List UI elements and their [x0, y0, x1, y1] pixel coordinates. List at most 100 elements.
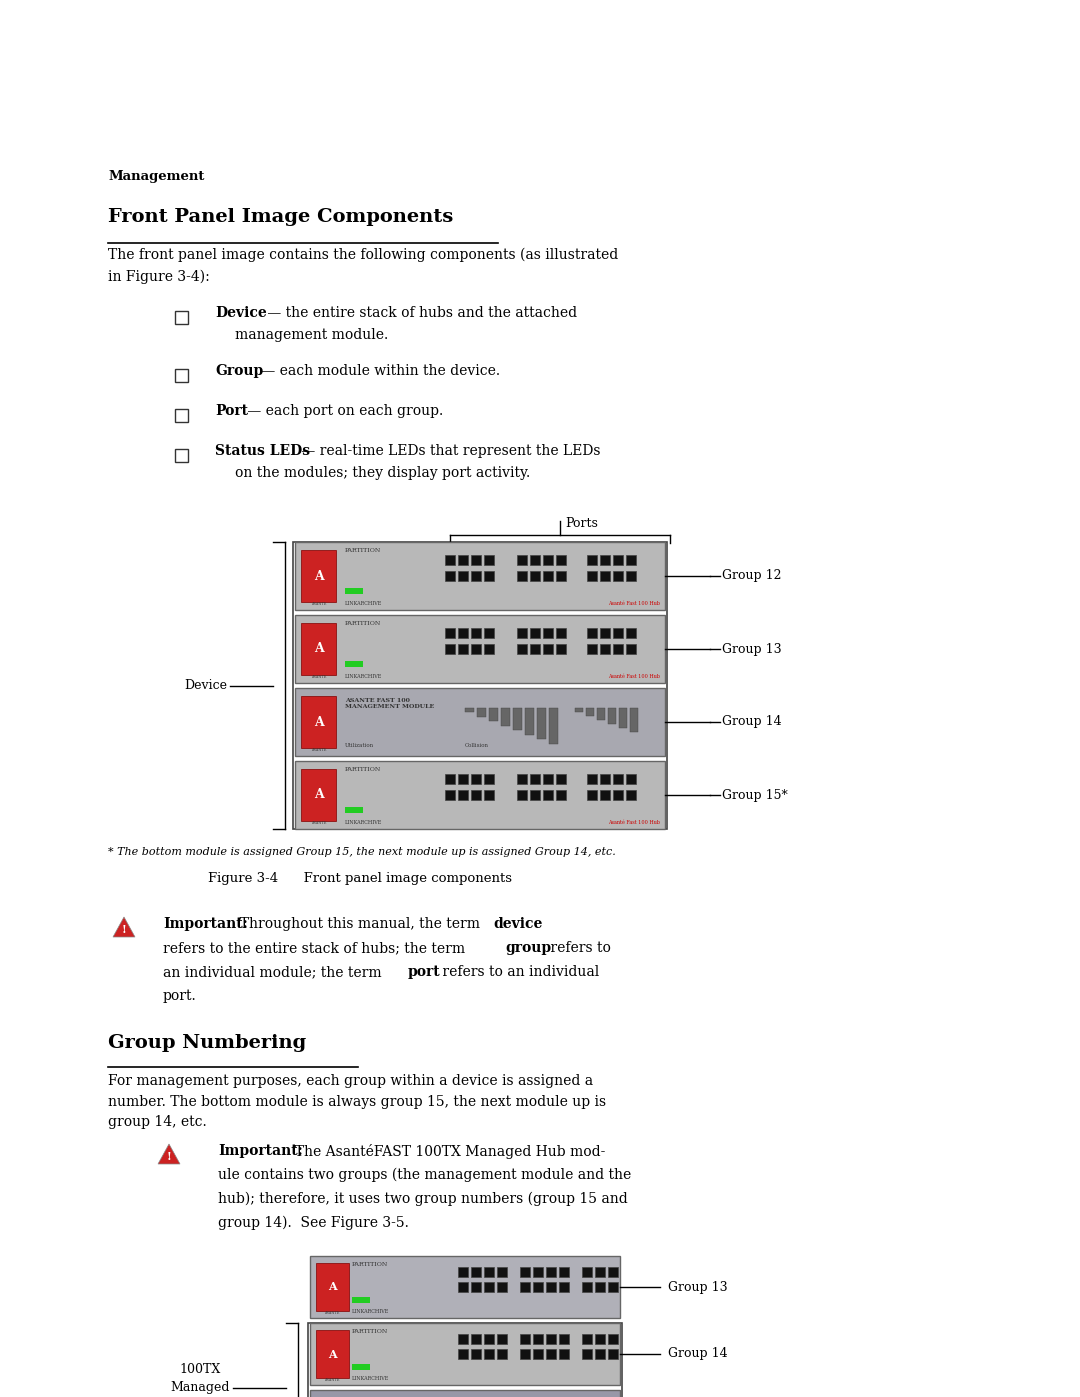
Bar [345, 807, 363, 813]
Bar [549, 708, 558, 745]
Bar [588, 789, 597, 800]
Bar [471, 1350, 481, 1359]
Bar [626, 789, 636, 800]
Bar [489, 708, 498, 721]
Text: Asanté Fast 100 Hub: Asanté Fast 100 Hub [608, 673, 660, 679]
Bar [517, 555, 527, 564]
Text: The AsantéFAST 100TX Managed Hub mod-: The AsantéFAST 100TX Managed Hub mod- [286, 1144, 606, 1160]
Bar [543, 571, 553, 581]
Text: PARTITION: PARTITION [352, 1261, 388, 1267]
Bar [543, 774, 553, 784]
Bar [626, 629, 636, 638]
Bar [543, 644, 553, 654]
Bar [310, 1256, 620, 1317]
Bar [301, 623, 336, 675]
Bar [543, 555, 553, 564]
Text: Front Panel Image Components: Front Panel Image Components [108, 208, 454, 226]
Bar [600, 629, 610, 638]
Text: !: ! [166, 1151, 172, 1162]
Text: LINKARCHIVE: LINKARCHIVE [345, 820, 382, 826]
Bar [484, 555, 494, 564]
Bar [608, 708, 616, 724]
Text: ASANTE FAST 100
MANAGEMENT MODULE: ASANTE FAST 100 MANAGEMENT MODULE [345, 698, 434, 710]
Text: group: group [505, 942, 551, 956]
Bar [471, 1282, 481, 1292]
Text: port.: port. [163, 989, 197, 1003]
Text: A: A [313, 715, 323, 728]
Text: an individual module; the term: an individual module; the term [163, 965, 386, 979]
Bar [613, 571, 623, 581]
Bar [175, 409, 188, 422]
Bar [501, 708, 510, 726]
Bar [517, 774, 527, 784]
Bar [556, 571, 566, 581]
Text: LINKARCHIVE: LINKARCHIVE [345, 601, 382, 606]
Text: PARTITION: PARTITION [345, 548, 381, 553]
Bar [600, 555, 610, 564]
Text: — the entire stack of hubs and the attached: — the entire stack of hubs and the attac… [264, 306, 577, 320]
Text: LINKARCHIVE: LINKARCHIVE [352, 1309, 390, 1315]
Bar [301, 696, 336, 747]
Bar [458, 555, 468, 564]
Text: ASANTE: ASANTE [311, 602, 326, 606]
Text: Management: Management [108, 170, 204, 183]
Text: Utilization: Utilization [345, 743, 374, 747]
Bar [345, 588, 363, 594]
Bar [445, 774, 455, 784]
Bar [595, 1334, 605, 1344]
Bar [471, 789, 481, 800]
Text: ASANTE: ASANTE [311, 675, 326, 679]
Bar [559, 1350, 569, 1359]
Bar [546, 1334, 556, 1344]
Text: !: ! [122, 923, 126, 935]
Bar [517, 571, 527, 581]
Bar [458, 774, 468, 784]
Bar [630, 708, 638, 732]
Bar [471, 629, 481, 638]
Bar [546, 1267, 556, 1277]
Text: PARTITION: PARTITION [345, 622, 381, 626]
Bar [484, 1350, 494, 1359]
Bar [534, 1334, 543, 1344]
Bar [613, 789, 623, 800]
Bar [530, 629, 540, 638]
Bar [310, 1323, 620, 1384]
Text: Group 13: Group 13 [669, 1281, 728, 1294]
Bar [513, 708, 522, 731]
Text: Group 14: Group 14 [723, 715, 782, 728]
Bar [588, 629, 597, 638]
Bar [497, 1334, 507, 1344]
Bar [295, 542, 665, 610]
Text: Port: Port [215, 404, 248, 418]
Bar [477, 708, 486, 717]
Text: Throughout this manual, the term: Throughout this manual, the term [231, 916, 484, 930]
Bar [619, 708, 627, 728]
Text: — each port on each group.: — each port on each group. [243, 404, 443, 418]
Text: For management purposes, each group within a device is assigned a
number. The bo: For management purposes, each group with… [108, 1074, 606, 1129]
Text: group 14).  See Figure 3-5.: group 14). See Figure 3-5. [218, 1215, 409, 1231]
Text: refers to an individual: refers to an individual [438, 965, 599, 979]
Text: ASANTE: ASANTE [311, 821, 326, 826]
Bar [293, 542, 667, 828]
Bar [175, 312, 188, 324]
Bar [600, 644, 610, 654]
Bar [588, 644, 597, 654]
Bar [530, 644, 540, 654]
Bar [471, 555, 481, 564]
Text: ASANTE: ASANTE [324, 1310, 340, 1315]
Text: on the modules; they display port activity.: on the modules; they display port activi… [235, 467, 530, 481]
Bar [534, 1350, 543, 1359]
Bar [175, 369, 188, 381]
Bar [608, 1267, 618, 1277]
Text: refers to: refers to [546, 942, 611, 956]
Bar [543, 629, 553, 638]
Bar [445, 789, 455, 800]
Bar [471, 774, 481, 784]
Text: Group: Group [215, 365, 264, 379]
Bar [519, 1282, 530, 1292]
Bar [471, 1334, 481, 1344]
Polygon shape [113, 916, 135, 937]
Bar [352, 1363, 370, 1370]
Bar [497, 1267, 507, 1277]
Text: Device: Device [184, 679, 227, 692]
